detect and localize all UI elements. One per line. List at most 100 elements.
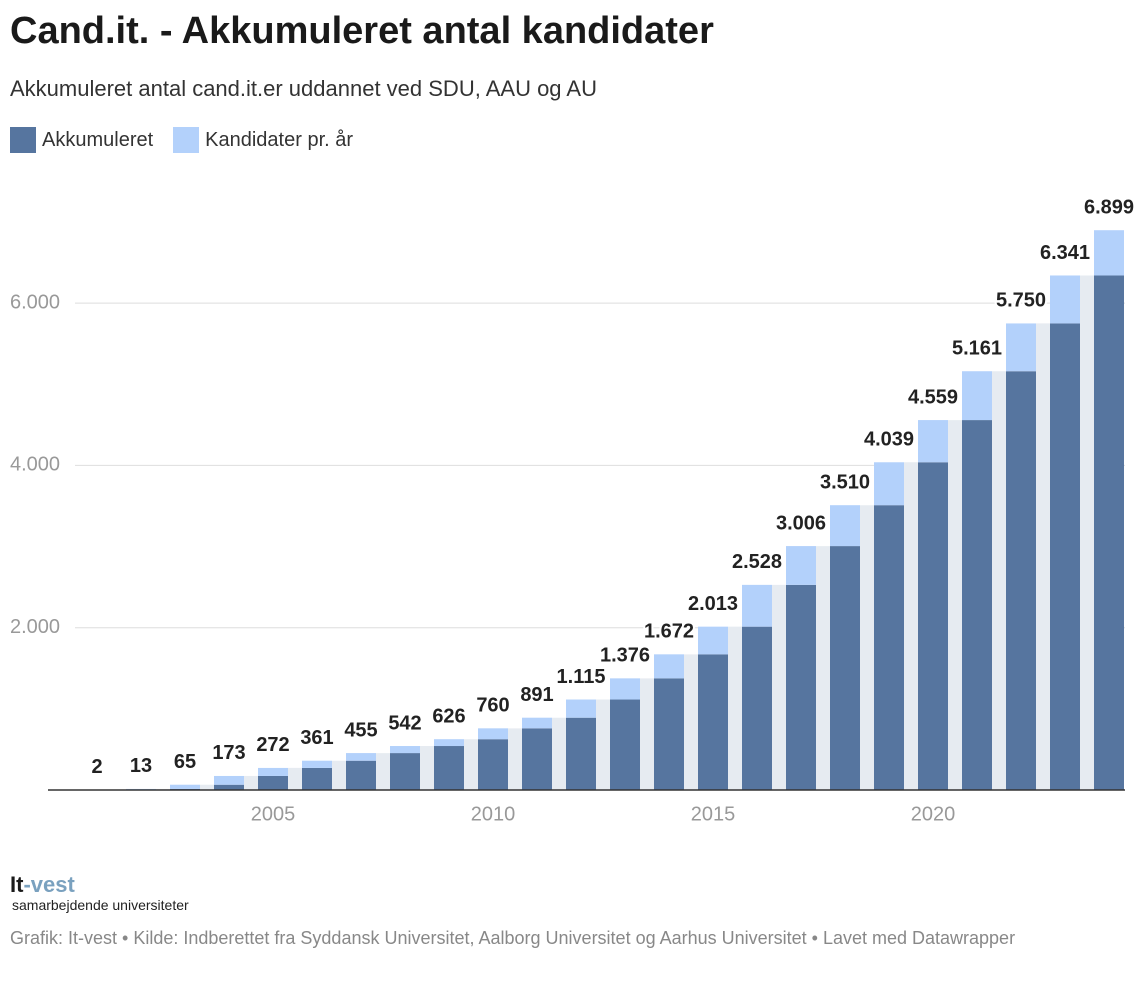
bar-segment [302,760,332,768]
total-label: 2 [91,756,102,778]
total-label: 65 [174,751,196,773]
bar-segment [346,753,376,761]
bar-segment [390,753,420,790]
total-label: 455 [344,719,377,741]
logo-accent: -vest [23,872,75,897]
connector [948,420,962,790]
bar-segment [698,626,728,655]
bar-segment [170,784,200,789]
y-tick-label: 6.000 [10,291,60,313]
chart-title: Cand.it. - Akkumuleret antal kandidater [10,10,714,52]
bar-segment [478,728,508,740]
total-label: 13 [130,755,152,777]
connector [332,760,346,790]
connector [1036,323,1050,790]
connector [1080,275,1094,790]
bar-segment [610,678,640,700]
connector [552,717,566,790]
connector [640,678,654,790]
bar-segment [214,775,244,785]
bar-segment [786,584,816,790]
connector [420,746,434,790]
legend: Akkumuleret Kandidater pr. år [10,127,353,153]
total-label: 173 [212,742,245,764]
y-tick-label: 4.000 [10,454,60,476]
connector [992,371,1006,790]
bar-segment [874,462,904,506]
connector [376,753,390,790]
total-label: 4.039 [864,429,914,451]
connector [508,728,522,790]
legend-label: Akkumuleret [42,128,154,151]
total-label: 2.528 [732,551,782,573]
bar-segment [478,739,508,790]
bar-segment [1006,323,1036,372]
bar-segment [522,728,552,790]
x-tick-label: 2020 [911,803,956,825]
total-label: 1.376 [600,645,650,667]
bar-segment [962,420,992,790]
total-label: 3.006 [776,512,826,534]
connector [244,775,258,790]
legend-item: Kandidater pr. år [173,127,353,153]
logo-main: It [10,872,24,897]
bar-segment [566,717,596,790]
bar-segment [434,746,464,790]
total-label: 4.559 [908,386,958,408]
y-tick-label: 2.000 [10,616,60,638]
bar-segment [962,371,992,421]
bar-segment [654,654,684,679]
connector [728,626,742,790]
bar-segment [654,678,684,790]
logo-subtitle: samarbejdende universiteter [12,897,189,913]
total-label: 5.750 [996,290,1046,312]
total-label: 6.341 [1040,242,1090,264]
connector [684,654,698,790]
bar-segment [1094,230,1124,276]
legend-label: Kandidater pr. år [205,128,354,151]
total-label: 542 [388,712,421,734]
connector [596,699,610,790]
connector [904,462,918,790]
total-label: 760 [476,695,509,717]
logo: It-vest [10,872,75,898]
total-label: 626 [432,705,465,727]
connector [464,739,478,790]
bar-segment [434,739,464,747]
bar-segment [874,505,904,790]
legend-swatch [10,127,36,153]
bar-segment [390,746,420,754]
total-label: 6.899 [1084,196,1134,218]
total-label: 272 [256,734,289,756]
bar-segment [830,505,860,547]
total-label: 1.672 [644,621,694,643]
bar-segment [830,546,860,790]
total-label: 5.161 [952,338,1002,360]
total-label: 891 [520,684,553,706]
bar-segment [1050,323,1080,790]
legend-item: Akkumuleret [10,127,153,153]
connector [772,584,786,790]
connector [288,767,302,790]
chart-subtitle: Akkumuleret antal cand.it.er uddannet ve… [10,76,597,101]
bar-segment [214,784,244,790]
x-tick-label: 2005 [251,803,296,825]
bar-segment [258,775,288,790]
connector [860,505,874,790]
bar-segment [566,699,596,718]
bar-segment [346,760,376,790]
connector [200,784,214,790]
total-label: 3.510 [820,471,870,493]
bar-segment [786,546,816,585]
total-label: 2.013 [688,593,738,615]
bar-segment [742,584,772,627]
bar-segment [1006,371,1036,790]
bar-segment [1094,275,1124,790]
connector [816,546,830,790]
bar-segment [522,717,552,729]
chart: 2.000 4.000 6.000 2005 2010 2015 2020 2 13 65 173 2… [10,194,1136,825]
source: Grafik: It-vest • Kilde: Indberettet fra… [10,928,1016,948]
bar-segment [918,420,948,463]
bar-segment [302,767,332,790]
